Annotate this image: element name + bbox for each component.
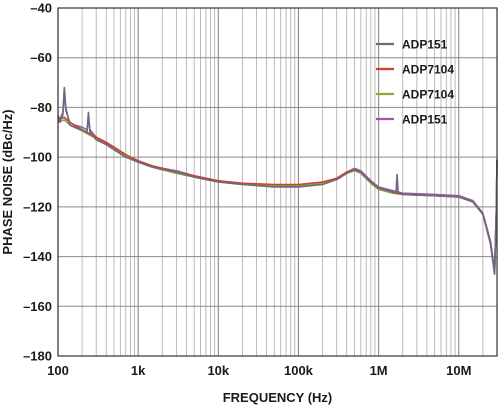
- y-tick-label: –160: [23, 299, 52, 314]
- x-tick-label: 1k: [131, 363, 146, 378]
- plot-frame: [57, 7, 498, 357]
- legend-label: ADP7104: [402, 88, 454, 102]
- y-tick-label: –100: [23, 150, 52, 165]
- series-lines: [57, 86, 498, 275]
- y-tick-label: –180: [23, 349, 52, 364]
- legend-label: ADP151: [402, 113, 448, 127]
- x-tick-label: 100: [47, 363, 69, 378]
- x-tick-labels: 100 1k 10k 100k 1M 10M: [47, 363, 471, 378]
- y-tick-label: –40: [30, 1, 52, 16]
- grid-lines: [57, 7, 498, 357]
- series-line: [57, 86, 498, 275]
- legend-label: ADP151: [402, 38, 448, 52]
- y-tick-label: –120: [23, 199, 52, 214]
- legend-label: ADP7104: [402, 63, 454, 77]
- y-tick-label: –60: [30, 50, 52, 65]
- x-tick-label: 1M: [370, 363, 388, 378]
- x-tick-label: 10M: [446, 363, 471, 378]
- x-tick-label: 10k: [207, 363, 229, 378]
- y-axis-title: PHASE NOISE (dBc/Hz): [0, 109, 15, 254]
- y-tick-labels: –40 –60 –80 –100 –120 –140 –160 –180: [23, 1, 52, 364]
- x-axis-title: FREQUENCY (Hz): [223, 390, 333, 405]
- x-tick-label: 100k: [284, 363, 314, 378]
- y-tick-label: –140: [23, 249, 52, 264]
- y-tick-label: –80: [30, 100, 52, 115]
- legend: ADP151 ADP7104 ADP7104 ADP151: [376, 38, 454, 127]
